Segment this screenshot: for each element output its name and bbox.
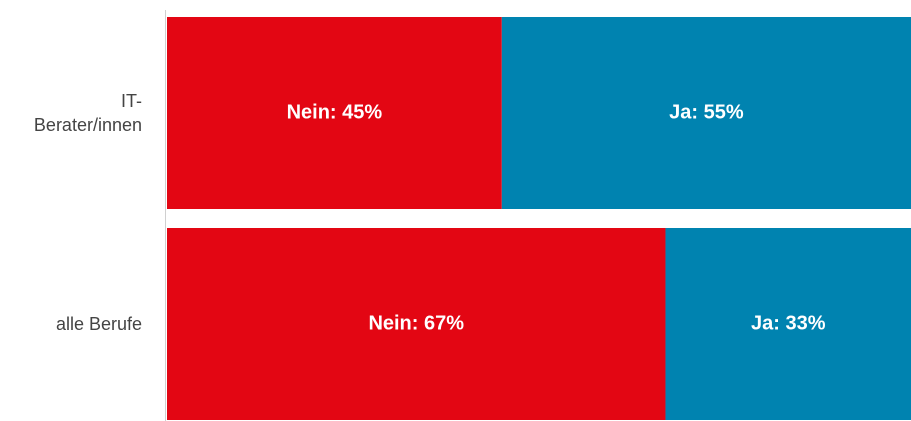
category-label: alle Berufe — [55, 314, 142, 334]
value-label: Nein: 45% — [287, 101, 383, 123]
bar-segment — [665, 228, 911, 420]
value-label: Ja: 33% — [751, 312, 826, 334]
bar-segment — [167, 228, 666, 420]
value-label: Nein: 67% — [368, 312, 464, 334]
value-label: Ja: 55% — [669, 101, 744, 123]
bar-segment — [501, 17, 911, 209]
bar-segment — [167, 17, 502, 209]
category-label: IT-Berater/innen — [33, 91, 142, 135]
